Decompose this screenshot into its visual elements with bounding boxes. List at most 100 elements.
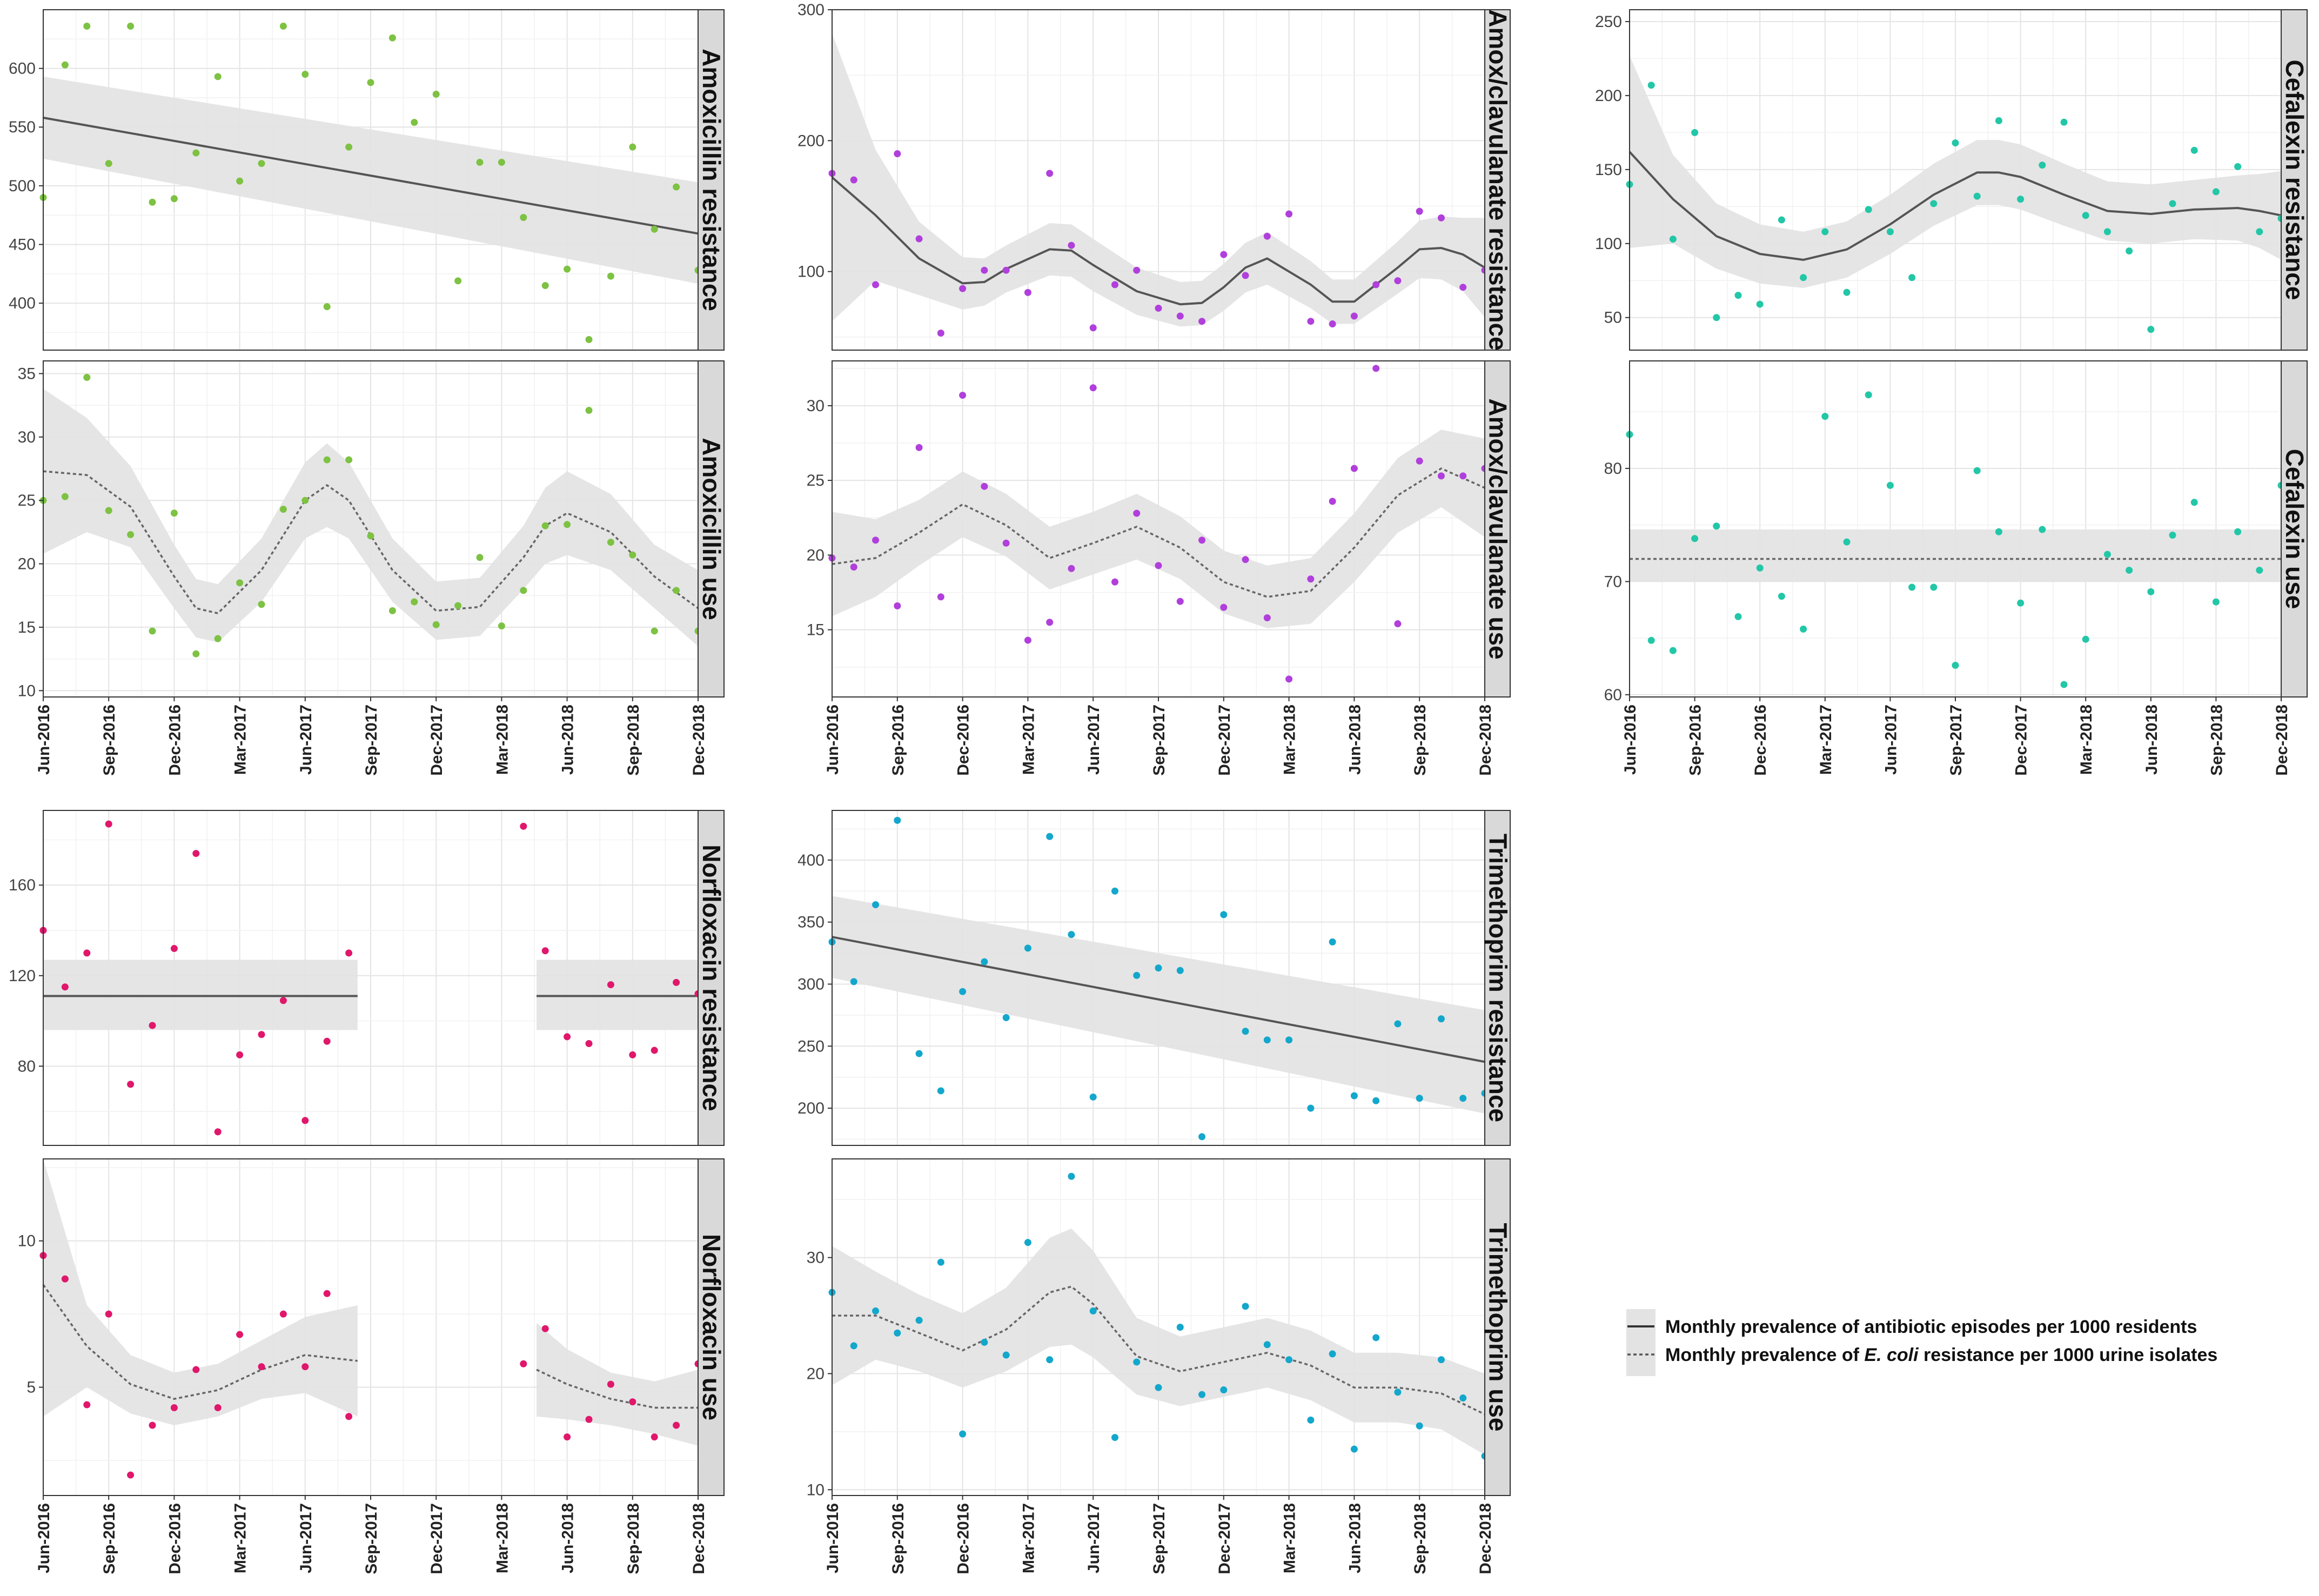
facet-strip <box>698 810 725 1146</box>
facet-strip-label: Trimethoprim resistance <box>1484 834 1512 1122</box>
data-point <box>323 303 331 311</box>
x-tick-label: Mar-2018 <box>2077 705 2095 775</box>
data-point <box>345 143 353 151</box>
data-point <box>1734 613 1742 620</box>
y-tick-label: 20 <box>18 555 36 573</box>
data-point <box>105 1310 112 1318</box>
data-point <box>1046 1356 1054 1364</box>
data-point <box>1843 289 1851 296</box>
data-point <box>585 1040 593 1047</box>
data-point <box>301 1363 309 1371</box>
data-point <box>432 90 440 98</box>
data-point <box>1242 556 1249 564</box>
data-point <box>476 554 484 561</box>
data-point <box>476 158 484 166</box>
facet-strip <box>1484 9 1511 351</box>
data-point <box>607 1380 614 1388</box>
data-point <box>2017 599 2025 607</box>
y-tick-label: 20 <box>807 546 825 564</box>
panel-amox_use: 10 15 20 25 30 35 Amoxicillin use Jun-2016 Sep-2… <box>18 360 726 776</box>
data-point <box>301 70 309 78</box>
data-point <box>1263 1036 1271 1044</box>
data-point <box>651 225 658 233</box>
data-point <box>388 34 396 42</box>
data-point <box>1111 281 1118 289</box>
data-point <box>1350 1092 1358 1099</box>
data-point <box>1647 636 1655 644</box>
data-point <box>607 272 614 280</box>
data-point <box>1220 251 1228 258</box>
data-point <box>170 945 178 953</box>
data-point <box>345 949 353 957</box>
data-point <box>673 1421 680 1429</box>
y-tick-label: 100 <box>797 263 825 281</box>
data-point <box>1394 277 1402 285</box>
data-point <box>2103 551 2111 558</box>
data-point <box>1647 82 1655 89</box>
x-tick-label: Dec-2016 <box>955 705 973 776</box>
data-point <box>1459 472 1467 480</box>
facet-strip-label: Amoxicillin use <box>698 438 726 620</box>
data-point <box>1329 498 1336 505</box>
x-tick-label: Dec-2016 <box>166 705 184 776</box>
data-point <box>1372 1097 1380 1104</box>
data-point <box>1242 1028 1249 1035</box>
y-tick-label: 80 <box>1604 460 1622 478</box>
data-point <box>2169 200 2176 207</box>
data-point <box>1307 1416 1315 1424</box>
y-tick-label: 450 <box>9 236 36 253</box>
x-tick-label: Sep-2018 <box>1411 1503 1429 1574</box>
y-tick-label: 35 <box>18 365 36 383</box>
data-point <box>541 282 549 290</box>
x-tick-label: Mar-2017 <box>1817 705 1835 775</box>
x-tick-label: Sep-2018 <box>625 705 642 776</box>
legend-label-solid: Monthly prevalence of antibiotic episode… <box>1665 1317 2197 1337</box>
data-point <box>1285 1036 1293 1044</box>
x-tick-label: Dec-2018 <box>1477 1503 1494 1574</box>
data-point <box>520 587 527 594</box>
facet-strip <box>698 9 725 351</box>
data-point <box>564 265 571 273</box>
data-point <box>1089 1093 1097 1101</box>
data-point <box>1952 661 1959 669</box>
data-point <box>279 1310 287 1318</box>
data-point <box>981 482 988 490</box>
data-point <box>1908 584 1916 591</box>
y-tick-label: 500 <box>9 177 36 195</box>
data-point <box>345 456 353 464</box>
y-tick-label: 15 <box>18 619 36 636</box>
x-tick-label: Sep-2017 <box>363 705 380 776</box>
data-point <box>1394 620 1402 628</box>
x-tick-label: Mar-2018 <box>493 705 511 775</box>
data-point <box>850 1342 857 1350</box>
data-point <box>1024 1239 1031 1246</box>
legend-swatch-band <box>1626 1309 1656 1376</box>
data-point <box>83 949 91 957</box>
data-point <box>1437 214 1445 222</box>
data-point <box>2212 188 2220 196</box>
data-point <box>192 850 200 857</box>
facet-strip-label: Cefalexin use <box>2281 449 2309 609</box>
y-tick-label: 70 <box>1604 573 1622 591</box>
data-point <box>1111 1434 1118 1441</box>
data-point <box>1713 314 1720 321</box>
data-point <box>1800 625 1807 633</box>
y-tick-label: 200 <box>797 132 825 150</box>
data-point <box>872 901 880 909</box>
data-point <box>2126 247 2133 254</box>
x-tick-label: Sep-2016 <box>889 1503 907 1574</box>
data-point <box>937 1258 944 1266</box>
data-point <box>2147 326 2155 333</box>
data-point <box>1372 1334 1380 1342</box>
data-point <box>258 1363 265 1371</box>
data-point <box>388 607 396 614</box>
data-point <box>673 183 680 191</box>
data-point <box>1263 614 1271 621</box>
x-tick-label: Jun-2017 <box>1085 1503 1103 1573</box>
data-point <box>1973 467 1981 474</box>
panel-amox_res: 400 450 500 550 600 Amoxicillin resistance <box>9 9 726 351</box>
data-point <box>981 266 988 274</box>
x-tick-label: Sep-2017 <box>1150 1503 1168 1574</box>
confidence-band <box>1630 55 2303 289</box>
x-tick-label: Dec-2018 <box>1477 705 1494 776</box>
